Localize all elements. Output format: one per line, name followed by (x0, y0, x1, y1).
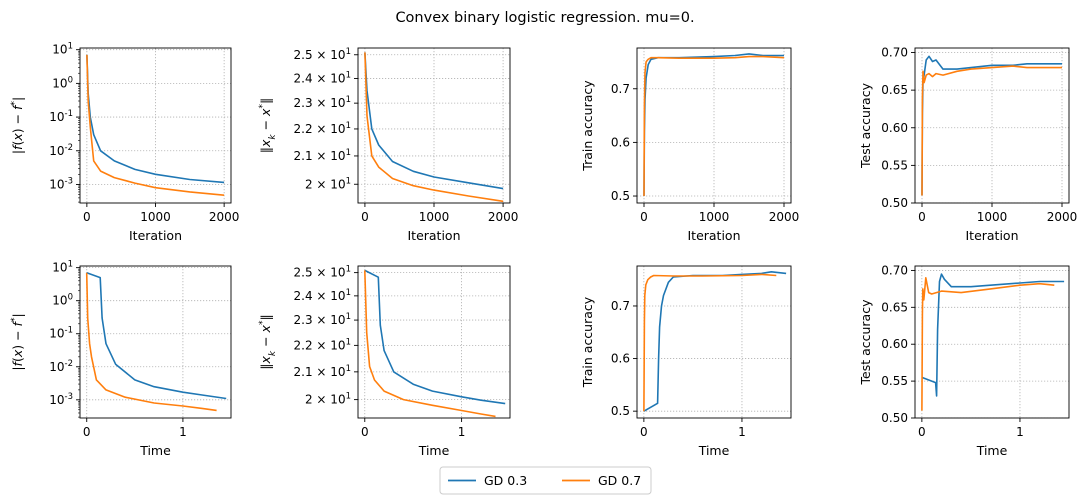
x-tick-label: 0 (918, 425, 926, 439)
x-tick-label: 0 (361, 210, 369, 224)
y-axis-label: |f(x) − f*| (10, 97, 25, 154)
series-line-gd-0-7 (643, 273, 777, 412)
x-axis-label: Iteration (965, 228, 1018, 243)
subplot-p12: 0 1 0.5 0.6 0.7 Time Train accuracy (580, 265, 792, 458)
x-axis-label: Iteration (407, 228, 460, 243)
x-axis-label: Time (698, 443, 730, 458)
x-tick-label: 2000 (1047, 210, 1078, 224)
series-line-gd-0-7 (364, 52, 504, 203)
axes-frame (357, 265, 511, 419)
y-tick-label: 0.65 (881, 300, 908, 314)
x-axis-label: Iteration (687, 228, 740, 243)
series-line-gd-0-3 (364, 52, 504, 190)
series-line-gd-0-7 (85, 272, 217, 412)
subplot-p11: 0 1 2 × 101 2.1 × 101 2.2 × 101 2.3 × 101 2.4 … (258, 265, 511, 458)
y-tick-label: 0.5 (611, 404, 630, 418)
axes-frame (914, 265, 1070, 419)
grid (80, 48, 231, 203)
y-axis-label: Test accuracy (858, 82, 873, 169)
x-axis-label: Iteration (129, 228, 182, 243)
y-tick-label: 2.2 × 101 (294, 337, 351, 352)
y-tick-label: 0.70 (881, 263, 908, 277)
legend-frame (439, 466, 652, 495)
x-tick-label: 1000 (419, 210, 450, 224)
series-line-gd-0-7 (921, 276, 1055, 411)
y-tick-label: 2.2 × 101 (294, 121, 351, 136)
x-tick-label: 2000 (769, 210, 800, 224)
y-tick-label: 2.3 × 101 (294, 95, 351, 110)
subplot-p02: 0 1000 2000 0.5 0.6 0.7 Iteration Train accurac… (580, 47, 800, 243)
x-axis-label: Time (976, 443, 1008, 458)
y-tick-label: 2.5 × 101 (294, 265, 351, 280)
y-tick-label: 0.50 (881, 196, 908, 210)
y-tick-label: 0.60 (881, 337, 908, 351)
y-tick-label: 0.7 (611, 299, 630, 313)
y-tick-label: 2 × 101 (305, 392, 351, 407)
x-tick-label: 0 (640, 210, 648, 224)
subplot-p00: 0 1000 200010-310-210-1100101Iteration|f(x… (10, 42, 239, 243)
x-tick-label: 1000 (140, 210, 171, 224)
y-tick-label: 2 × 101 (305, 176, 351, 191)
x-axis-label: Time (139, 443, 171, 458)
y-axis-label: Test accuracy (858, 299, 873, 386)
y-tick-label: 0.7 (611, 82, 630, 96)
y-tick-label: 2.1 × 101 (294, 148, 351, 163)
series-line-gd-0-7 (643, 55, 785, 197)
y-tick-label: 0.55 (881, 374, 908, 388)
axes-frame (79, 265, 232, 419)
series-line-gd-0-3 (86, 272, 227, 400)
x-tick-label: 0 (640, 425, 648, 439)
y-tick-label: 2.3 × 101 (294, 312, 351, 327)
figure-title: Convex binary logistic regression. mu=0. (395, 10, 694, 26)
series-line-gd-0-7 (364, 270, 496, 418)
x-tick-label: 1 (1016, 425, 1024, 439)
legend: GD 0.3 GD 0.7 (439, 466, 652, 495)
x-axis-label: Time (418, 443, 450, 458)
y-tick-label: 0.55 (881, 158, 908, 172)
y-tick-label: 2.4 × 101 (294, 70, 351, 85)
y-tick-label: 0.60 (881, 121, 908, 135)
legend-label-gd-0-3: GD 0.3 (484, 473, 527, 488)
y-axis-label: |f(x) − f*| (10, 313, 25, 370)
y-tick-label: 0.65 (881, 83, 908, 97)
y-axis-label: Train accuracy (580, 296, 595, 388)
y-tick-label: 2.4 × 101 (294, 288, 351, 303)
x-tick-label: 2000 (209, 210, 240, 224)
x-tick-label: 0 (83, 210, 91, 224)
series-line-gd-0-3 (921, 273, 1065, 397)
subplot-p13: 0 1 0.50 0.55 0.60 0.65 0.70 Time Test accuracy (858, 263, 1070, 458)
y-tick-label: 2.5 × 101 (294, 47, 351, 62)
series-line-gd-0-7 (921, 65, 1062, 196)
y-tick-label: 0.50 (881, 411, 908, 425)
x-tick-label: 1 (179, 425, 187, 439)
y-tick-label: 0.6 (611, 135, 630, 149)
y-tick-label: 2.1 × 101 (294, 364, 351, 379)
grid (358, 266, 510, 418)
axes-frame (636, 265, 792, 419)
subplot-p03: 0 1000 2000 0.50 0.55 0.60 0.65 0.70 Iteration Te… (858, 46, 1077, 243)
y-axis-label: Train accuracy (580, 80, 595, 172)
series-line-gd-0-7 (86, 54, 225, 196)
x-tick-label: 1 (458, 425, 466, 439)
y-tick-label: 0.5 (611, 189, 630, 203)
x-tick-label: 0 (361, 425, 369, 439)
x-tick-label: 0 (918, 210, 926, 224)
subplot-grid: 0 1000 200010-310-210-1100101Iteration|f(x… (10, 42, 1077, 458)
x-tick-label: 0 (83, 425, 91, 439)
x-tick-label: 1000 (977, 210, 1008, 224)
x-tick-label: 1 (738, 425, 746, 439)
series-line-gd-0-3 (643, 270, 787, 412)
y-tick-label: 0.70 (881, 46, 908, 60)
series-line-gd-0-3 (364, 269, 506, 405)
x-tick-label: 2000 (488, 210, 519, 224)
y-tick-label: 0.6 (611, 352, 630, 366)
legend-label-gd-0-7: GD 0.7 (598, 473, 641, 488)
x-tick-label: 1000 (699, 210, 730, 224)
